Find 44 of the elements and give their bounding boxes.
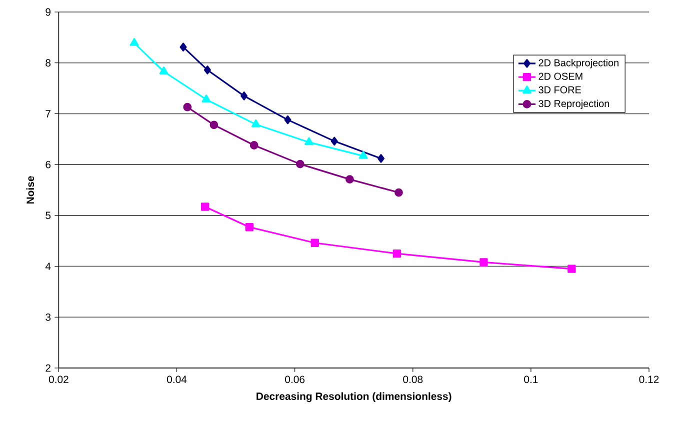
point: [296, 160, 304, 168]
point: [202, 94, 211, 102]
y-tick-label: 7: [46, 110, 50, 118]
y-tick-label: 9: [46, 8, 51, 16]
legend-label: 2D Backprojection: [538, 59, 618, 68]
point: [310, 238, 319, 247]
y-tick-label: 8: [46, 59, 51, 67]
legend-label: 2D OSEM: [538, 72, 582, 80]
point: [210, 120, 218, 130]
y-tick-label: 6: [46, 160, 51, 168]
point: [159, 66, 168, 74]
point: [330, 136, 338, 146]
point: [250, 141, 258, 150]
point: [240, 92, 248, 100]
point: [183, 102, 192, 112]
point: [251, 119, 260, 128]
y-tick-label: 5: [46, 212, 51, 220]
point: [346, 175, 354, 184]
x-tick-label: 0.04: [166, 376, 187, 384]
x-tick-label: 0.02: [48, 376, 68, 384]
y-axis-title: Noise: [26, 176, 34, 204]
y-tick-label: 4: [45, 262, 51, 270]
point: [284, 115, 292, 124]
point: [568, 264, 576, 273]
x-tick-label: 0.08: [403, 376, 423, 384]
point: [394, 188, 403, 197]
point: [200, 202, 210, 211]
x-axis-title: Decreasing Resolution (dimensionless): [256, 392, 452, 402]
point: [180, 42, 187, 52]
legend-label: 3D Reprojection: [538, 100, 610, 110]
legend-label: 3D FORE: [538, 86, 581, 94]
point: [480, 258, 488, 266]
point: [204, 66, 211, 74]
x-tick-label: 0.1: [524, 376, 538, 384]
point: [378, 154, 385, 163]
x-tick-label: 0.12: [639, 376, 659, 384]
point: [245, 223, 254, 232]
y-tick-label: 3: [46, 313, 51, 321]
y-tick-label: 2: [46, 364, 50, 372]
point: [392, 249, 402, 258]
x-tick-label: 0.06: [285, 376, 305, 384]
point: [304, 137, 314, 146]
point: [358, 150, 368, 159]
point: [130, 38, 139, 46]
